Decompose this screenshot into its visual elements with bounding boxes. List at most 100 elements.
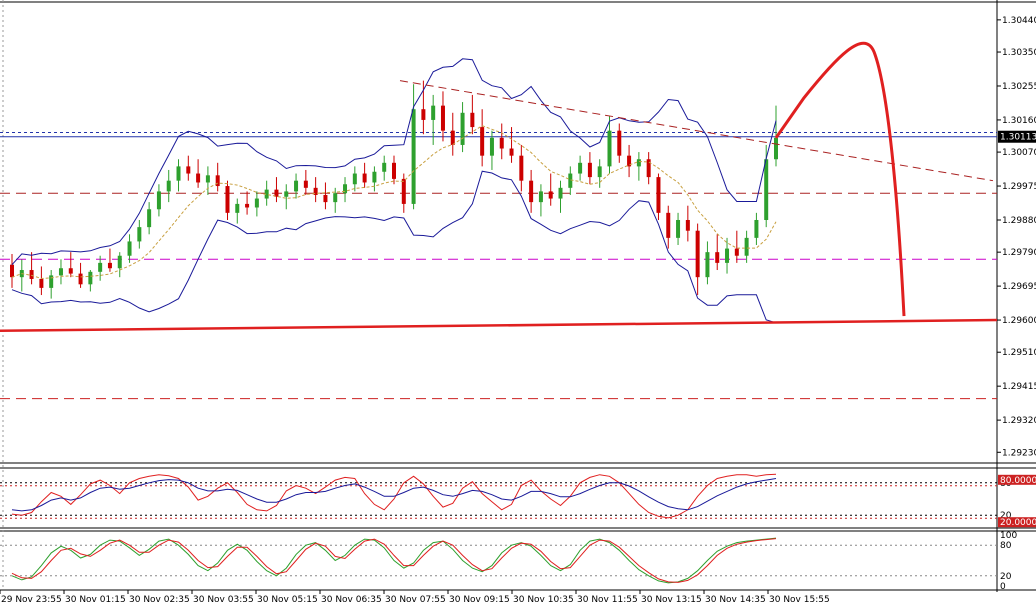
moving-average — [11, 125, 777, 280]
forecast-path — [774, 41, 906, 317]
x-tick-label: 30 Nov 07:55 — [385, 595, 446, 605]
current-price-marker — [998, 130, 1036, 143]
stochastic-tick-label: 0 — [1000, 582, 1006, 592]
bollinger-upper — [11, 58, 777, 266]
y-tick-label: 1.30350 — [1002, 48, 1036, 58]
y-tick-label: 1.30070 — [1002, 148, 1036, 158]
candle-body — [676, 219, 681, 238]
candle-body — [754, 219, 759, 238]
x-tick-label: 30 Nov 02:35 — [129, 595, 190, 605]
candle-body — [225, 186, 230, 213]
candle-body — [323, 194, 328, 203]
rsi-level-label: 20.0000 — [1000, 518, 1036, 528]
candle-body — [39, 278, 44, 288]
rsi-series-line — [11, 478, 777, 512]
y-tick-label: 1.29600 — [1002, 316, 1036, 326]
candle-body — [587, 162, 592, 178]
y-tick-label: 1.29415 — [1002, 382, 1036, 392]
candle-body — [578, 162, 583, 174]
candle-body — [176, 166, 181, 181]
candle-body — [764, 159, 769, 220]
stochastic-tick-label: 80 — [1000, 541, 1012, 551]
candle-body — [382, 162, 387, 172]
time-axis: 29 Nov 23:55 30 Nov 01:15 30 Nov 02:35 30 N… — [0, 590, 830, 605]
candle-body — [196, 173, 201, 183]
candle-body — [10, 264, 14, 278]
x-tick-label: 30 Nov 13:15 — [641, 595, 702, 605]
candle-body — [107, 262, 112, 269]
x-tick-label: 30 Nov 09:15 — [449, 595, 510, 605]
candle-body — [294, 180, 299, 192]
x-tick-label: 30 Nov 01:15 — [65, 595, 126, 605]
candle-body — [274, 189, 279, 197]
candle-body — [480, 127, 485, 156]
y-tick-label: 1.29790 — [1002, 248, 1036, 258]
candle-body — [597, 166, 602, 178]
candle-body — [254, 198, 259, 208]
candle-body — [568, 173, 573, 188]
candle-body — [49, 275, 54, 288]
candle-body — [470, 112, 475, 128]
stochastic-series-line — [11, 537, 777, 584]
candle-body — [156, 191, 161, 210]
candle-body — [431, 105, 436, 120]
candle-body — [333, 193, 338, 203]
y-tick-label: 1.29510 — [1002, 348, 1036, 358]
candle-body — [372, 171, 377, 183]
rsi-level-marker — [998, 474, 1036, 485]
stochastic-tick-label: 20 — [1000, 572, 1012, 582]
candle-body — [58, 268, 63, 276]
x-tick-label: 30 Nov 03:55 — [193, 595, 254, 605]
candle-body — [166, 180, 171, 192]
bollinger-lower — [11, 170, 777, 324]
candle-body — [421, 109, 426, 120]
candle-body — [607, 130, 612, 167]
candle-body — [303, 180, 308, 188]
x-tick-label: 30 Nov 11:55 — [577, 595, 638, 605]
candle-body — [29, 270, 34, 279]
x-tick-label: 30 Nov 15:55 — [769, 595, 830, 605]
y-tick-label: 1.29230 — [1002, 448, 1036, 458]
candle-body — [235, 203, 240, 213]
candle-body — [548, 191, 553, 199]
candle-body — [529, 180, 534, 203]
candle-body — [489, 137, 494, 156]
candle-body — [205, 175, 210, 183]
y-tick-label: 1.29320 — [1002, 416, 1036, 426]
candle-body — [725, 248, 730, 263]
x-tick-label: 30 Nov 06:35 — [321, 595, 382, 605]
candle-body — [636, 159, 641, 167]
candle-body — [509, 148, 514, 156]
candle-body — [401, 178, 406, 204]
candle-body — [774, 137, 778, 160]
candle-body — [695, 230, 700, 278]
candle-body — [646, 159, 651, 178]
candle-body — [558, 187, 563, 199]
candle-body — [78, 273, 83, 285]
candle-body — [343, 184, 348, 194]
candle-body — [215, 175, 220, 187]
candle-body — [352, 173, 357, 185]
candle-body — [127, 241, 132, 256]
candle-body — [88, 271, 93, 285]
candle-body — [68, 268, 73, 274]
candle-body — [715, 252, 720, 263]
stochastic-tick-label: 100 — [1000, 531, 1017, 541]
candle-body — [705, 252, 710, 278]
candle-body — [519, 155, 524, 181]
candle-body — [460, 112, 465, 145]
candle-body — [186, 166, 191, 174]
candle-body — [362, 173, 367, 183]
x-tick-label: 30 Nov 05:15 — [257, 595, 318, 605]
candle-body — [656, 177, 661, 213]
candle-body — [284, 191, 289, 197]
candle-body — [313, 187, 318, 195]
candle-body — [137, 227, 142, 242]
candle-body — [264, 189, 269, 199]
candle-body — [617, 130, 622, 156]
candle-body — [245, 203, 250, 208]
rsi-series-line — [11, 473, 777, 519]
candle-body — [499, 137, 504, 149]
